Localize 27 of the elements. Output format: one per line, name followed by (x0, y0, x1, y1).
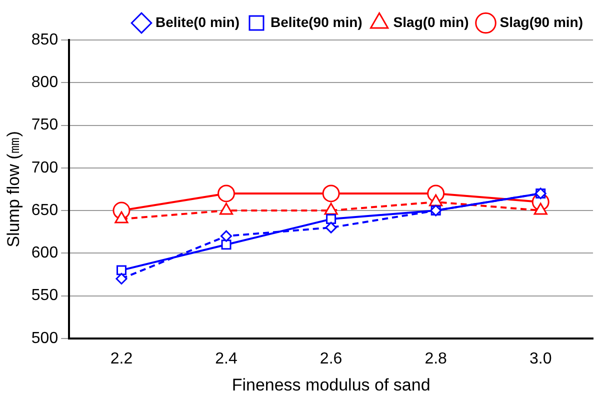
legend-label: Belite(90 min) (270, 14, 362, 30)
y-axis-title: Slump flow (㎜) (4, 131, 23, 248)
y-tick-label: 650 (31, 202, 58, 219)
x-tick-label: 2.8 (424, 350, 448, 368)
y-tick-label: 550 (31, 287, 58, 304)
y-tick-label: 850 (31, 31, 58, 48)
point (326, 214, 336, 224)
point (116, 265, 126, 276)
point (218, 184, 236, 202)
y-tick-label: 700 (31, 159, 58, 176)
x-tick-label: 2.6 (320, 350, 342, 368)
legend-label: Belite(0 min) (155, 14, 240, 30)
legend-label: Slag(0 min) (393, 14, 469, 30)
y-tick-label: 600 (31, 244, 58, 262)
legend-label: Slag(90 min) (500, 14, 584, 30)
y-tick-label: 800 (31, 74, 58, 92)
y-tick-label: 750 (31, 116, 58, 134)
point (116, 272, 128, 284)
x-tick-label: 2.4 (215, 350, 238, 368)
y-tick-label: 500 (31, 330, 58, 347)
point (220, 230, 232, 242)
point (322, 184, 340, 202)
x-tick-label: 3.0 (529, 350, 552, 368)
x-axis-title: Fineness modulus of sand (232, 375, 430, 394)
point (221, 240, 232, 250)
point (325, 222, 337, 234)
x-tick-label: 2.2 (110, 350, 133, 368)
